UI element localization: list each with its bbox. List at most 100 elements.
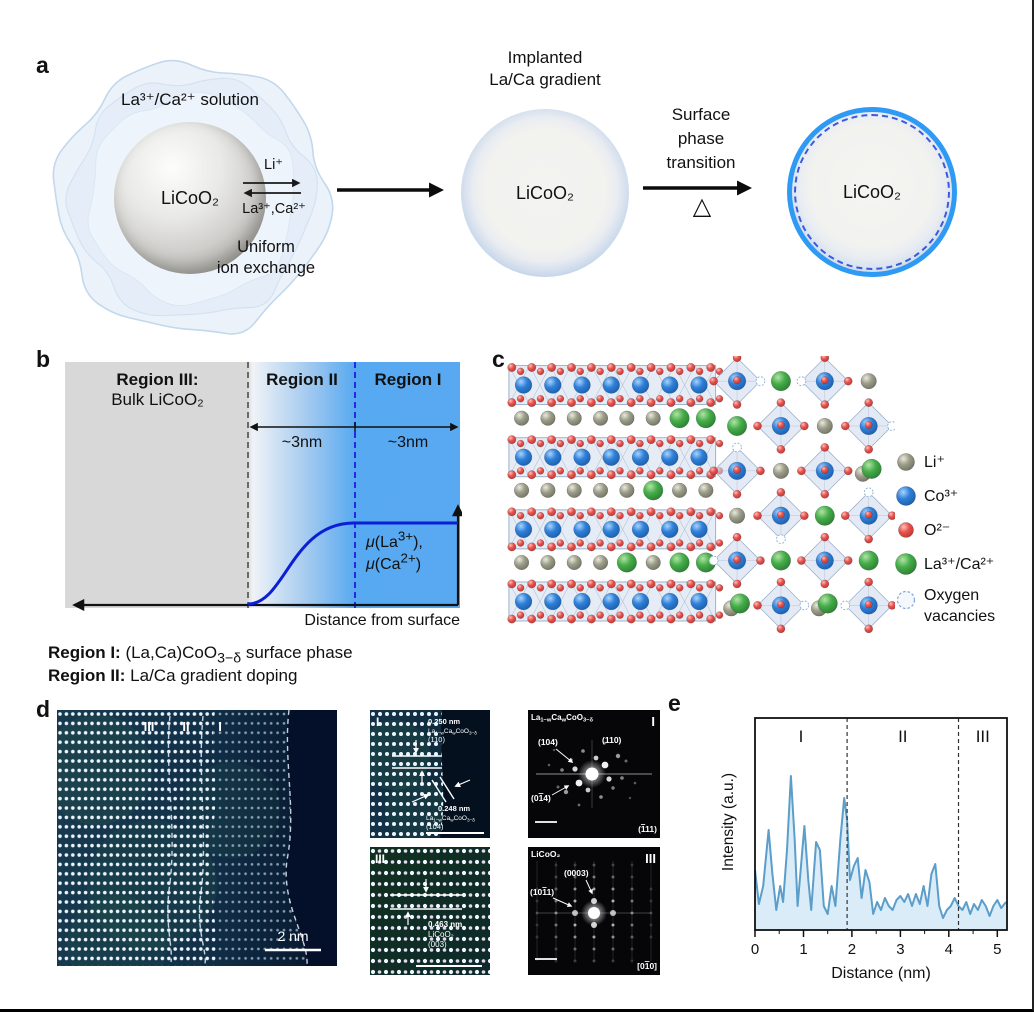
uniform-exchange-caption: Uniform ion exchange <box>216 238 316 277</box>
fft2-spot2-label: (1011) <box>530 887 554 897</box>
region1-caption: Region I: (La,Ca)CoO3−δ surface phase <box>48 643 353 667</box>
inset1-dspacing1: 0.250 nm <box>428 717 460 726</box>
intensity-area <box>755 776 1006 930</box>
region2-caption: Region II: La/Ca gradient doping <box>48 666 298 685</box>
main-region1-label: I <box>218 719 222 734</box>
hrtem-inset-region1: I 0.250 nm La1−wCawCoO3−δ (110) 0.248 nm… <box>370 710 490 838</box>
co-legend-label: Co³⁺ <box>924 488 959 505</box>
region-label: III <box>976 727 990 746</box>
main-region3-label: III <box>144 719 155 734</box>
vacancy-legend-label: Oxygen vacancies <box>924 587 996 625</box>
width-measure-arrow <box>249 422 459 432</box>
region3-title: Region III: <box>116 370 199 389</box>
intensity-curve <box>754 775 1007 919</box>
panel-d-label: d <box>36 696 51 722</box>
gradient-particle: LiCoO₂ <box>461 109 629 277</box>
region2-1-boundary <box>354 362 356 608</box>
fft1-pattern <box>528 710 660 838</box>
coated-particle: LiCoO₂ <box>787 107 957 277</box>
x-tick-label: 5 <box>993 941 1001 958</box>
region1-width: ~3nm <box>387 434 429 451</box>
inset1-formula1: La1−wCawCoO3−δ <box>428 728 477 736</box>
x-tick-label: 0 <box>751 941 759 958</box>
region1-title: Region I <box>374 370 442 389</box>
coating-dashed-ring <box>794 114 950 270</box>
inset1-plane1: (110) <box>428 735 445 744</box>
particle-label: LiCoO₂ <box>160 187 219 208</box>
stem-image: III II I 2 nm <box>57 710 337 966</box>
region-label: II <box>898 727 907 746</box>
distance-axis-label: Distance from surface <box>304 612 460 629</box>
fft1-spot1-label: (104) <box>538 737 558 747</box>
panel-b-label: b <box>36 346 51 372</box>
region-label: I <box>799 727 804 746</box>
fft2-spot1-label: (0003) <box>564 868 589 878</box>
chemical-potential-plot <box>72 504 462 612</box>
region3-subtitle: Bulk LiCoO₂ <box>111 390 204 409</box>
plot-frame <box>754 717 1008 931</box>
panel-c-label: c <box>492 346 505 372</box>
fft-region3: LiCoO₂ III (0003) (1011) [010] <box>528 847 660 975</box>
heat-delta-symbol: △ <box>692 193 712 220</box>
fft2-pattern <box>528 847 660 975</box>
li-legend-icon <box>897 453 915 471</box>
boundary-III-II <box>167 715 173 963</box>
mu-label-line1: μ(La3+), <box>366 528 423 551</box>
exchange-out-label: Li⁺ <box>264 157 283 173</box>
boundary-II-I <box>198 715 206 965</box>
li-legend-label: Li⁺ <box>924 454 945 471</box>
region2-width: ~3nm <box>281 434 323 451</box>
fft1-region-label: I <box>651 714 655 729</box>
licoo2-particle: LiCoO₂ <box>114 122 266 274</box>
x-axis-label: Distance (nm) <box>831 965 931 982</box>
bright-lattice-dots <box>57 710 216 966</box>
region3-title-block: Region III: Bulk LiCoO₂ <box>75 370 240 410</box>
inset1-formula2: La1−wCawCoO3−δ <box>426 815 475 823</box>
gradient-particle-label: LiCoO₂ <box>515 182 574 203</box>
inset2-formula: LiCoO₂ <box>428 930 454 939</box>
o-legend-icon <box>898 522 914 538</box>
inset1-dspacing2: 0.248 nm <box>438 804 470 813</box>
x-tick-label: 1 <box>799 941 807 958</box>
mu-label-line2: μ(Ca2+) <box>366 550 422 573</box>
inset1-region-label: I <box>376 715 379 729</box>
x-tick-label: 4 <box>945 941 953 958</box>
main-region2-label: II <box>182 719 189 734</box>
inset2-region-label: III <box>375 852 385 866</box>
co-legend-icon <box>896 486 916 506</box>
equilibrium-arrows <box>243 178 301 198</box>
panel-e-label: e <box>668 690 681 716</box>
fft1-zone-axis: (111) <box>638 824 657 834</box>
laca-legend-label: La³⁺/Ca²⁺ <box>924 556 995 573</box>
fft1-title: La1−wCawCoO3−δ <box>531 713 594 724</box>
x-tick-label: 3 <box>896 941 904 958</box>
laca-legend-icon <box>895 553 917 575</box>
dspacing-line <box>431 779 447 803</box>
fft2-region-label: III <box>645 851 656 866</box>
region3-2-boundary <box>247 362 249 608</box>
dspacing-line <box>439 776 455 800</box>
reaction-arrow-2 <box>643 180 752 196</box>
fft2-zone-axis: [010] <box>637 961 657 971</box>
step2-title: Surface phase transition <box>666 105 736 172</box>
scale-bar-label: 2 nm <box>277 928 308 944</box>
fft1-spot3-label: (014) <box>531 793 551 803</box>
region2-title: Region II <box>266 370 338 389</box>
fft2-title: LiCoO₂ <box>531 849 560 859</box>
inset2-plane: (003) <box>428 940 447 949</box>
exchange-in-label: La³⁺,Ca²⁺ <box>242 201 306 217</box>
panel-a-label: a <box>36 52 49 78</box>
inset2-dspacing: 0.463 nm <box>428 920 462 929</box>
x-tick-label: 2 <box>848 941 856 958</box>
inset1-plane2: (104) <box>426 822 444 831</box>
particle-surface-line <box>285 710 308 966</box>
reaction-arrow-1 <box>337 182 444 198</box>
vacancy-legend-icon <box>896 590 916 610</box>
step1-title: Implanted La/Ca gradient <box>489 48 601 89</box>
crystal-structure <box>507 356 895 634</box>
o-legend-label: O²⁻ <box>924 522 951 539</box>
fft-region1: La1−wCawCoO3−δ I (104) (110) (014) (111) <box>528 710 660 838</box>
fft1-spot2-label: (110) <box>602 735 622 745</box>
mu-curve <box>247 521 458 606</box>
